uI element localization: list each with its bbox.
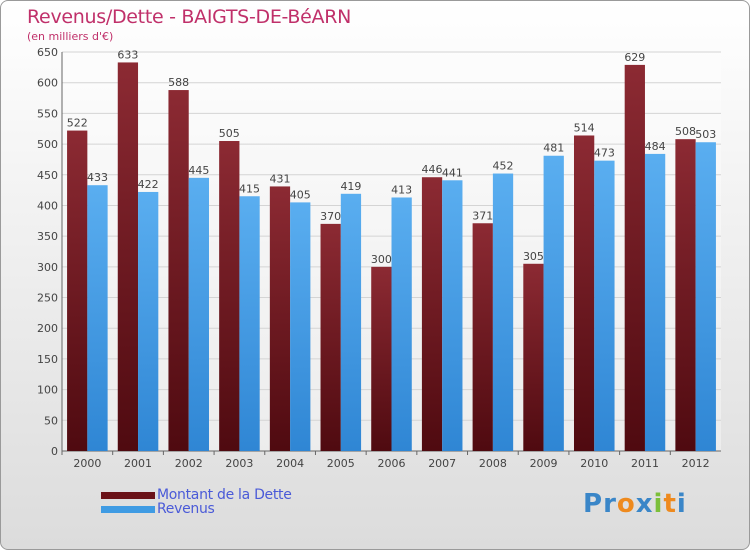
proxiti-logo: Proxiti — [583, 489, 687, 519]
x-tick-label-2010: 2010 — [580, 457, 608, 470]
data-label-dette-2005: 370 — [320, 210, 341, 223]
x-tick-label-2005: 2005 — [327, 457, 355, 470]
y-tick-label-550: 550 — [37, 107, 58, 120]
bar-dette-2009 — [523, 263, 544, 451]
data-label-revenus-2001: 422 — [138, 178, 159, 191]
bar-dette-2007 — [421, 177, 443, 451]
x-tick-label-2001: 2001 — [124, 457, 152, 470]
bar-revenus-2008 — [492, 173, 514, 451]
legend-label-revenus: Revenus — [157, 501, 215, 517]
bar-revenus-2004 — [290, 202, 311, 451]
y-tick-label-450: 450 — [37, 169, 58, 182]
legend-swatch-revenus — [101, 506, 155, 513]
bar-revenus-2009 — [543, 155, 564, 452]
bar-revenus-2001 — [138, 191, 159, 452]
y-tick-label-100: 100 — [37, 384, 58, 397]
x-tick-label-2000: 2000 — [73, 457, 101, 470]
logo-letter: P — [583, 489, 604, 519]
data-label-dette-2009: 305 — [523, 250, 544, 263]
bar-dette-2003 — [219, 141, 240, 451]
y-tick-label-500: 500 — [37, 138, 58, 151]
data-label-dette-2010: 514 — [574, 121, 595, 134]
y-tick-label-300: 300 — [37, 261, 58, 274]
logo-letter: i — [653, 489, 664, 519]
data-label-revenus-2007: 441 — [442, 166, 463, 179]
x-tick-label-2008: 2008 — [479, 457, 507, 470]
data-label-revenus-2012: 503 — [695, 128, 716, 141]
x-tick-label-2002: 2002 — [175, 457, 203, 470]
logo-letter: r — [603, 489, 617, 519]
bar-revenus-2005 — [340, 193, 362, 451]
bar-revenus-2000 — [87, 185, 108, 451]
data-label-dette-2006: 300 — [371, 253, 392, 266]
data-label-dette-2000: 522 — [67, 117, 88, 130]
chart-title: Revenus/Dette - BAIGTS-DE-BéARN — [27, 6, 352, 28]
data-label-dette-2003: 505 — [219, 127, 240, 140]
bar-dette-2012 — [675, 139, 696, 452]
y-tick-label-350: 350 — [37, 230, 58, 243]
data-label-revenus-2009: 481 — [543, 142, 564, 155]
data-label-dette-2011: 629 — [624, 51, 645, 64]
data-label-dette-2012: 508 — [675, 125, 696, 138]
x-tick-label-2004: 2004 — [276, 457, 304, 470]
chart-subtitle: (en milliers d'€) — [27, 30, 114, 43]
x-tick-label-2003: 2003 — [225, 457, 253, 470]
x-tick-label-2009: 2009 — [530, 457, 558, 470]
bar-revenus-2006 — [391, 197, 412, 451]
logo-letter: x — [635, 489, 654, 519]
bar-dette-2000 — [67, 130, 88, 451]
data-label-dette-2004: 431 — [269, 172, 290, 185]
data-label-dette-2002: 588 — [168, 76, 189, 89]
y-tick-label-400: 400 — [37, 199, 58, 212]
data-label-revenus-2000: 433 — [87, 171, 108, 184]
x-tick-label-2012: 2012 — [682, 457, 710, 470]
legend-swatch-dette — [101, 492, 155, 499]
logo-letter: o — [616, 489, 636, 519]
bar-dette-2006 — [371, 266, 392, 451]
y-tick-label-650: 650 — [37, 46, 58, 59]
data-label-revenus-2003: 415 — [239, 182, 260, 195]
x-tick-label-2007: 2007 — [428, 457, 456, 470]
bar-revenus-2007 — [442, 180, 463, 452]
bar-revenus-2010 — [594, 160, 615, 452]
data-label-dette-2008: 371 — [472, 209, 493, 222]
bar-dette-2010 — [573, 135, 595, 451]
bar-dette-2002 — [168, 90, 189, 451]
y-tick-label-150: 150 — [37, 353, 58, 366]
logo-letter: t — [663, 489, 677, 519]
bar-revenus-2002 — [188, 177, 210, 452]
data-label-dette-2001: 633 — [117, 48, 138, 61]
data-label-revenus-2005: 419 — [340, 180, 361, 193]
bar-dette-2004 — [269, 186, 291, 451]
x-tick-label-2011: 2011 — [631, 457, 659, 470]
bar-dette-2011 — [624, 64, 645, 451]
data-label-revenus-2008: 452 — [493, 160, 514, 173]
bar-dette-2008 — [472, 223, 493, 451]
bar-dette-2001 — [117, 62, 139, 451]
data-label-revenus-2011: 484 — [645, 140, 666, 153]
data-label-dette-2007: 446 — [422, 163, 443, 176]
legend-label-dette: Montant de la Dette — [157, 487, 292, 503]
logo-letter: i — [676, 489, 687, 519]
data-label-revenus-2010: 473 — [594, 147, 615, 160]
data-label-revenus-2002: 445 — [188, 164, 209, 177]
y-tick-label-0: 0 — [51, 445, 58, 458]
y-tick-label-250: 250 — [37, 292, 58, 305]
bar-revenus-2011 — [644, 153, 666, 451]
y-tick-label-50: 50 — [44, 414, 58, 427]
x-tick-label-2006: 2006 — [378, 457, 406, 470]
data-label-revenus-2004: 405 — [290, 188, 311, 201]
bar-dette-2005 — [320, 223, 341, 451]
bar-revenus-2012 — [695, 142, 716, 451]
y-tick-label-200: 200 — [37, 322, 58, 335]
bar-revenus-2003 — [239, 196, 260, 451]
y-tick-label-600: 600 — [37, 77, 58, 90]
data-label-revenus-2006: 413 — [391, 183, 412, 196]
